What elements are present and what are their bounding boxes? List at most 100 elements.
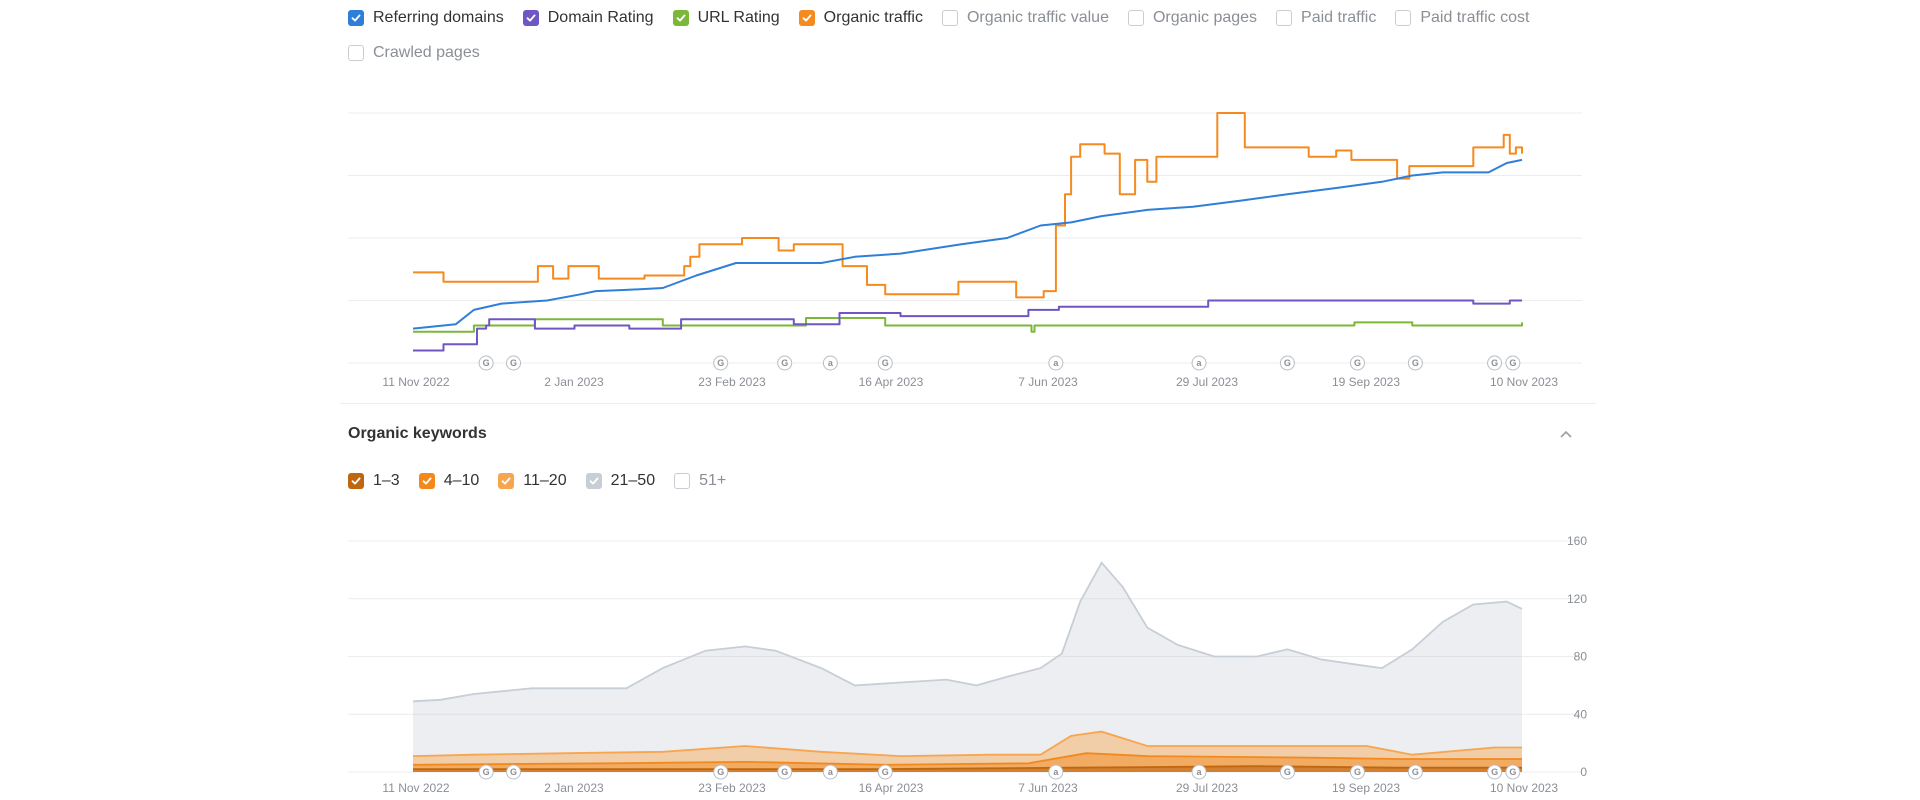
legend-item-kw-11-20[interactable]: 11–20 [498,471,567,491]
organic-keywords-area-chart[interactable]: 160 120 80 40 0 11 Nov 2022 2 Jan 2023 23 Feb 2… [0,400,1920,800]
legend-label: URL Rating [697,9,780,26]
svg-text:G: G [1491,767,1498,777]
legend-item-kw-4-10[interactable]: 4–10 [418,471,479,491]
top-x-tick-label: 19 Sep 2023 [1332,375,1400,389]
top-x-tick-label: 16 Apr 2023 [859,375,924,389]
google-update-marker-icon[interactable]: G [877,764,893,780]
svg-text:G: G [1354,358,1361,368]
top-x-tick-label: 7 Jun 2023 [1018,375,1078,389]
legend-item-referring-domains[interactable]: Referring domains [348,8,504,28]
google-update-marker-icon[interactable]: G [1279,764,1295,780]
google-update-marker-icon[interactable]: G [1407,355,1423,371]
legend-item-paid-traffic[interactable]: Paid traffic [1276,8,1376,28]
checkbox-icon[interactable] [1276,10,1293,26]
legend-item-paid-traffic-cost[interactable]: Paid traffic cost [1395,8,1529,28]
google-update-marker-icon[interactable]: G [506,355,522,371]
google-update-marker-icon[interactable]: G [1505,355,1521,371]
checkbox-icon[interactable] [1395,10,1412,26]
kw-x-tick-label: 23 Feb 2023 [698,781,766,795]
google-update-marker-icon[interactable]: G [478,355,494,371]
checkbox-icon[interactable] [941,10,958,26]
legend-label: Referring domains [373,9,504,26]
legend-label: 1–3 [373,472,400,489]
checkbox-icon[interactable] [522,10,539,26]
svg-text:G: G [882,358,889,368]
svg-text:a: a [828,358,834,368]
google-update-marker-icon[interactable]: G [1349,355,1365,371]
series-line-domain-rating[interactable] [413,299,1522,352]
svg-text:G: G [1412,767,1419,777]
area-line-1-3[interactable] [413,765,1522,770]
y-tick-label: 0 [1580,765,1587,779]
checkbox-icon[interactable] [348,473,364,489]
google-update-marker-icon[interactable]: G [1279,355,1295,371]
google-update-marker-icon[interactable]: G [1487,764,1503,780]
annotation-marker-icon[interactable]: a [1048,764,1064,780]
svg-text:a: a [828,767,834,777]
top-x-tick-label: 11 Nov 2022 [382,375,449,389]
annotation-marker-icon[interactable]: a [1191,764,1207,780]
y-tick-label: 40 [1574,707,1588,721]
legend-label: 11–20 [523,472,567,489]
area-line-11-20[interactable] [412,730,1522,758]
svg-text:G: G [717,358,724,368]
area-line-4-10[interactable] [412,752,1522,766]
annotation-marker-icon[interactable]: a [822,764,838,780]
annotation-marker-icon[interactable]: a [1191,355,1207,371]
legend-item-kw-1-3[interactable]: 1–3 [348,471,400,491]
legend-item-domain-rating[interactable]: Domain Rating [522,8,654,28]
svg-text:a: a [1197,767,1203,777]
annotation-marker-icon[interactable]: a [1048,355,1064,371]
google-update-marker-icon[interactable]: G [877,355,893,371]
google-update-marker-icon[interactable]: G [1349,764,1365,780]
google-update-marker-icon[interactable]: G [777,764,793,780]
google-update-marker-icon[interactable]: G [478,764,494,780]
checkbox-icon[interactable] [1127,10,1144,26]
keywords-legend: 1–3 4–10 11–20 21–50 51+ [348,471,745,491]
traffic-line-chart[interactable]: 11 Nov 2022 2 Jan 2023 23 Feb 2023 16 Apr 2… [0,0,1920,400]
organic-keywords-title: Organic keywords [348,425,487,442]
checkbox-icon[interactable] [674,473,691,489]
legend-item-crawled-pages[interactable]: Crawled pages [348,43,480,63]
checkbox-icon[interactable] [348,10,364,26]
google-update-marker-icon[interactable]: G [506,764,522,780]
legend-item-kw-21-50[interactable]: 21–50 [585,471,656,491]
checkbox-icon[interactable] [418,473,435,489]
top-legend: Referring domains Domain Rating URL Rating… [348,8,1548,28]
google-update-marker-icon[interactable]: G [777,355,793,371]
checkbox-icon[interactable] [585,473,602,489]
chevron-up-icon[interactable] [1556,424,1576,444]
checkbox-icon[interactable] [348,45,364,61]
legend-item-organic-traffic[interactable]: Organic traffic [798,8,923,28]
checkbox-icon[interactable] [672,10,689,26]
checkbox-icon[interactable] [498,473,515,489]
legend-label: 21–50 [610,472,656,489]
svg-text:G: G [483,767,490,777]
google-update-marker-icon[interactable]: G [1487,355,1503,371]
legend-label: Organic traffic [823,9,923,26]
y-tick-label: 80 [1574,650,1588,664]
series-line-referring-domains[interactable] [412,158,1523,330]
svg-text:a: a [1053,358,1059,368]
google-update-marker-icon[interactable]: G [1505,764,1521,780]
legend-item-kw-51[interactable]: 51+ [674,471,726,491]
google-update-marker-icon[interactable]: G [1407,764,1423,780]
legend-label: Paid traffic [1301,9,1377,26]
legend-item-url-rating[interactable]: URL Rating [672,8,780,28]
google-update-marker-icon[interactable]: G [713,355,729,371]
series-line-organic-traffic[interactable] [413,112,1523,299]
legend-label: Paid traffic cost [1420,9,1530,26]
svg-text:G: G [781,358,788,368]
kw-x-tick-label: 2 Jan 2023 [544,781,604,795]
annotation-marker-icon[interactable]: a [822,355,838,371]
kw-x-tick-label: 16 Apr 2023 [859,781,924,795]
svg-text:a: a [1053,767,1059,777]
svg-text:G: G [717,767,724,777]
kw-x-tick-label: 11 Nov 2022 [382,781,449,795]
area-line-21-50[interactable] [412,561,1523,703]
google-update-marker-icon[interactable]: G [713,764,729,780]
legend-label: Crawled pages [373,44,480,61]
checkbox-icon[interactable] [798,10,815,26]
legend-item-organic-traffic-value[interactable]: Organic traffic value [941,8,1109,28]
legend-item-organic-pages[interactable]: Organic pages [1127,8,1257,28]
